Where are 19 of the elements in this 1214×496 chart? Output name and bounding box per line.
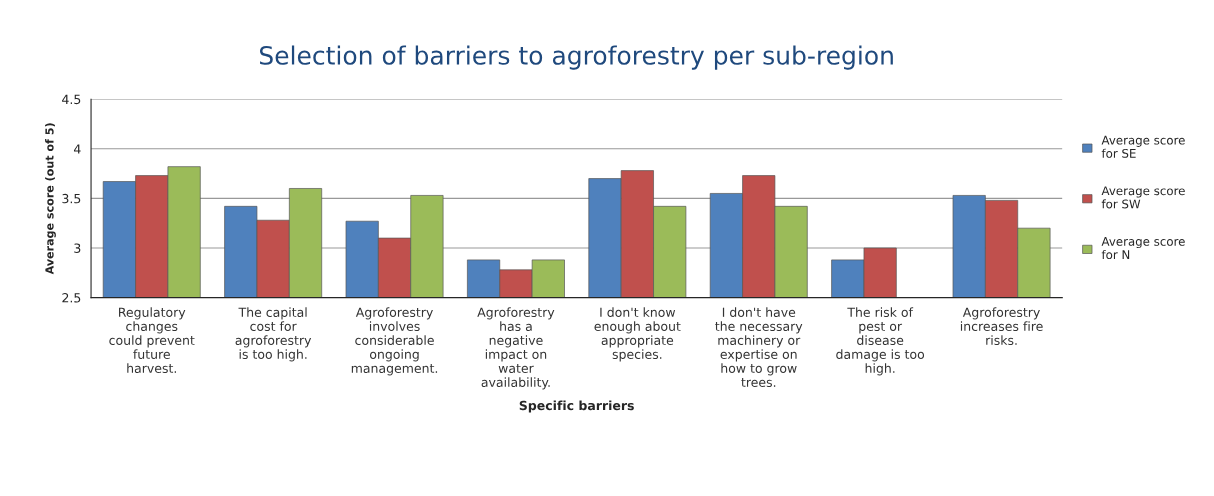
chart-title: Selection of barriers to agroforestry per sub-region	[259, 45, 893, 70]
y-tick-label: 2.5	[62, 293, 81, 303]
y-tick-label: 3	[74, 243, 81, 253]
x-tick-label: Agroforestry involves considerable ongoing management.	[351, 307, 438, 376]
y-axis-title: Average score (out of 5)	[45, 123, 56, 275]
legend-label: Average score for N	[1101, 237, 1185, 260]
legend-label: Average score for SW	[1101, 186, 1185, 209]
x-axis-title: Specific barriers	[519, 400, 634, 413]
legend-label: Average score for SE	[1101, 135, 1185, 158]
x-tick-label: The risk of pest or disease damage is too high.	[836, 307, 925, 376]
y-tick-label: 4	[73, 144, 81, 154]
y-tick-label: 4.5	[62, 94, 81, 105]
x-tick-label: I don't know enough about appropriate species.	[594, 307, 681, 362]
x-tick-label: I don't have the necessary machinery or expertise on how to grow trees.	[715, 307, 803, 387]
x-tick-label: Regulatory changes could prevent future harvest.	[109, 307, 195, 373]
x-tick-label: Agroforestry has a negative impact on water availability.	[477, 307, 555, 390]
x-tick-label: Agroforestry increases fire risks.	[960, 307, 1043, 345]
y-tick-label: 3.5	[62, 193, 81, 204]
x-tick-label: The capital cost for agroforestry is too high.	[235, 307, 312, 362]
